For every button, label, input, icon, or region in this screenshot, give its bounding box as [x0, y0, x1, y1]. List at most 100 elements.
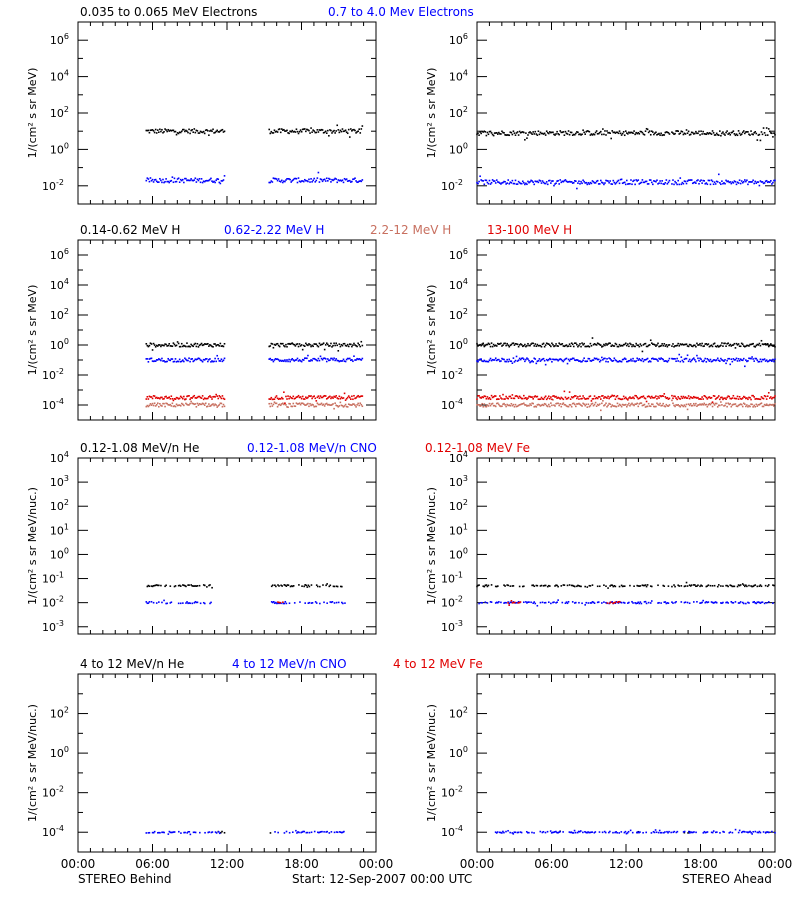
- data-point: [674, 180, 676, 183]
- data-point: [558, 397, 560, 399]
- data-point: [183, 404, 185, 407]
- data-point: [764, 343, 767, 345]
- data-point: [752, 585, 754, 588]
- data-point: [532, 360, 534, 363]
- data-point: [643, 397, 646, 399]
- y-tick-label: 101: [449, 522, 468, 537]
- data-point: [541, 358, 544, 361]
- data-point: [158, 131, 160, 134]
- data-point: [590, 344, 593, 347]
- data-point: [680, 356, 683, 358]
- data-point: [510, 397, 513, 400]
- data-point: [487, 398, 490, 400]
- data-point: [288, 132, 290, 135]
- data-point: [162, 398, 164, 400]
- data-point: [690, 396, 693, 399]
- data-point: [693, 344, 695, 347]
- data-point: [563, 359, 566, 361]
- data-point: [478, 602, 480, 605]
- data-point: [660, 404, 662, 407]
- data-point: [642, 395, 645, 397]
- data-point: [703, 394, 706, 397]
- data-point: [614, 601, 617, 604]
- data-point: [268, 181, 271, 184]
- data-point: [694, 584, 696, 586]
- data-point: [708, 360, 711, 362]
- data-point: [290, 181, 292, 183]
- data-point: [170, 395, 173, 397]
- data-point: [186, 179, 188, 182]
- data-point: [559, 343, 562, 346]
- data-point: [330, 129, 332, 132]
- data-point: [703, 402, 706, 405]
- data-point: [207, 360, 209, 363]
- data-point: [327, 358, 329, 360]
- data-point: [310, 395, 312, 397]
- data-point: [485, 584, 488, 586]
- data-point: [697, 344, 699, 346]
- data-point: [653, 358, 655, 360]
- data-point: [503, 180, 505, 183]
- data-point: [586, 406, 589, 408]
- data-point: [486, 585, 489, 588]
- series-13-100-mev-h: [145, 391, 364, 405]
- data-point: [644, 342, 647, 345]
- data-point: [598, 131, 601, 134]
- data-point: [272, 346, 275, 349]
- data-point: [558, 342, 560, 345]
- data-point: [759, 584, 762, 586]
- data-point: [518, 344, 521, 346]
- data-point: [498, 358, 500, 361]
- data-point: [751, 181, 753, 183]
- data-point: [324, 403, 327, 405]
- data-point: [561, 403, 564, 405]
- data-point: [555, 402, 557, 405]
- data-point: [495, 359, 498, 362]
- data-point: [155, 180, 158, 183]
- series-2-2-12-mev-h: [476, 397, 776, 412]
- data-point: [683, 404, 686, 406]
- data-point: [160, 584, 162, 587]
- data-point: [772, 584, 774, 586]
- data-point: [560, 585, 563, 587]
- data-point: [156, 397, 159, 400]
- data-point: [188, 830, 191, 833]
- data-point: [361, 125, 364, 127]
- data-point: [173, 831, 176, 833]
- data-point: [602, 400, 604, 402]
- data-point: [512, 130, 515, 133]
- data-point: [576, 359, 578, 361]
- data-point: [774, 403, 776, 405]
- data-point: [508, 604, 510, 606]
- data-point: [290, 358, 292, 361]
- data-point: [555, 358, 557, 361]
- data-point: [281, 585, 283, 587]
- data-point: [662, 584, 665, 587]
- data-point: [738, 345, 741, 348]
- data-point: [269, 405, 272, 408]
- data-point: [153, 830, 156, 833]
- data-point: [640, 130, 643, 133]
- data-point: [159, 831, 161, 834]
- data-point: [332, 179, 334, 182]
- data-point: [189, 402, 191, 405]
- data-point: [498, 131, 500, 134]
- data-point: [176, 341, 179, 343]
- data-point: [698, 404, 700, 406]
- data-point: [597, 132, 600, 135]
- data-point: [757, 403, 760, 406]
- data-point: [700, 404, 702, 406]
- data-point: [738, 829, 741, 832]
- y-axis-label: 1/(cm² s sr MeV): [425, 68, 438, 159]
- data-point: [325, 831, 327, 833]
- data-point: [305, 130, 307, 133]
- data-point: [500, 183, 502, 185]
- data-point: [523, 585, 525, 588]
- y-tick-label: 104: [50, 277, 69, 292]
- data-point: [573, 342, 576, 345]
- data-point: [765, 403, 768, 406]
- data-point: [323, 357, 326, 360]
- data-point: [514, 403, 517, 406]
- data-point: [351, 345, 353, 348]
- data-point: [657, 183, 659, 185]
